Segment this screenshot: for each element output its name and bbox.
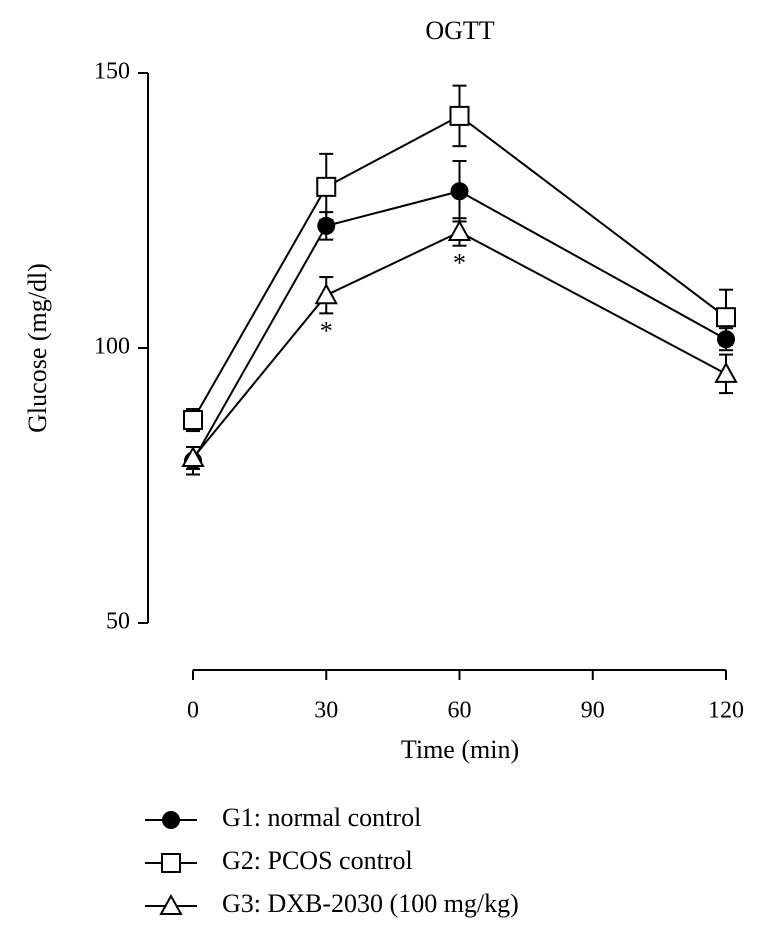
data-point [447, 219, 472, 241]
data-point [714, 361, 738, 383]
chart-title: OGTT [425, 16, 494, 45]
data-point [314, 283, 338, 305]
data-point [717, 330, 735, 349]
x-tick-label: 30 [314, 698, 338, 724]
data-point [449, 105, 470, 126]
series-line [192, 114, 727, 421]
data-point [450, 182, 469, 201]
series-line [192, 190, 727, 462]
data-point [181, 445, 205, 467]
data-point [316, 176, 337, 197]
x-axis-label: Time (min) [401, 735, 519, 764]
y-tick-label: 50 [106, 609, 130, 635]
series-line [192, 230, 727, 459]
x-tick-label: 90 [581, 698, 605, 724]
annotation: * [453, 249, 466, 278]
data-point [183, 410, 203, 431]
legend-marker [159, 893, 183, 915]
legend-label: G3: DXB-2030 (100 mg/kg) [222, 889, 519, 918]
y-tick-label: 150 [94, 59, 130, 85]
x-tick-label: 60 [448, 698, 472, 724]
data-point [716, 307, 736, 328]
legend-marker [162, 811, 180, 829]
x-tick-label: 0 [187, 698, 199, 724]
annotation: * [320, 316, 333, 345]
legend-label: G1: normal control [222, 803, 421, 832]
y-tick-label: 100 [94, 334, 130, 360]
y-axis-label: Glucose (mg/dl) [23, 263, 52, 433]
x-tick-label: 120 [708, 698, 744, 724]
data-point [317, 216, 336, 235]
legend-marker [161, 853, 181, 873]
legend-label: G2: PCOS control [222, 846, 413, 875]
